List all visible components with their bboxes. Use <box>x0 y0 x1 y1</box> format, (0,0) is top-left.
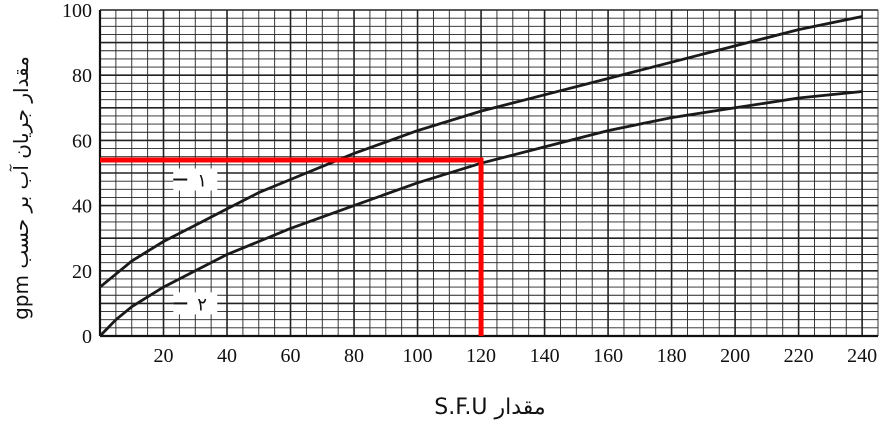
x-axis-label: مقدار S.F.U <box>434 395 545 420</box>
red-guide-lines <box>100 157 484 336</box>
y-tick-label: 100 <box>62 0 92 22</box>
y-tick-label: 0 <box>82 326 92 348</box>
series-label-1: ۱ <box>197 171 207 192</box>
series-labels: ۱۲ <box>173 168 218 315</box>
series-line-2 <box>98 90 863 337</box>
x-tick-label: 200 <box>720 345 750 367</box>
x-tick-label: 100 <box>403 345 433 367</box>
x-tick-label: 80 <box>344 345 364 367</box>
series-label-bg <box>173 168 218 191</box>
x-tick-label: 160 <box>593 345 623 367</box>
x-tick-label: 180 <box>657 345 687 367</box>
x-tick-label: 60 <box>281 345 301 367</box>
x-tick-label: 120 <box>466 345 496 367</box>
y-tick-label: 20 <box>72 261 92 283</box>
x-tick-labels: 20 40 60 80 100 120 140 160 180 200 220 240 <box>154 345 878 367</box>
y-tick-labels: 0 20 40 60 80 100 <box>62 0 92 348</box>
series-label-bg <box>173 292 218 315</box>
y-tick-label: 60 <box>72 130 92 152</box>
y-tick-label: 80 <box>72 65 92 87</box>
x-tick-label: 220 <box>784 345 814 367</box>
series-label-2: ۲ <box>197 294 207 315</box>
x-tick-label: 240 <box>847 345 877 367</box>
x-tick-label: 40 <box>217 345 237 367</box>
y-tick-label: 40 <box>72 196 92 218</box>
y-axis-label: مقدار جریان آب بر حسب gpm <box>8 56 33 320</box>
series-group <box>98 15 863 337</box>
x-tick-label: 140 <box>530 345 560 367</box>
x-tick-label: 20 <box>154 345 174 367</box>
plot-frame <box>98 10 878 338</box>
series-line-1 <box>99 15 863 289</box>
